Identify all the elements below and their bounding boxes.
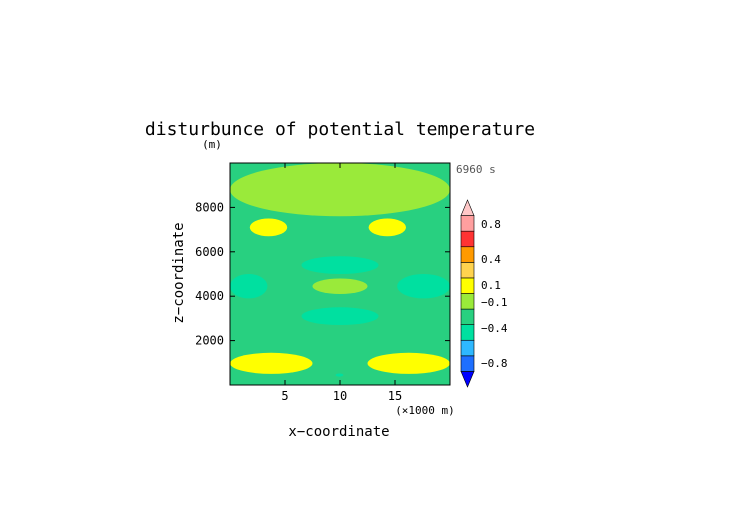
contour-cool-bottom-center xyxy=(335,373,344,377)
colorbar-band-11 xyxy=(460,199,475,216)
contour-cool-right-mid xyxy=(397,274,450,299)
colorbar-band-0 xyxy=(460,371,475,388)
colorbar-band-7 xyxy=(460,262,475,279)
plot-area xyxy=(229,162,451,386)
y-tick-label-1: 4000 xyxy=(195,289,224,303)
contour-warm-top-left xyxy=(249,218,288,237)
colorbar-band-8 xyxy=(460,246,475,263)
colorbar-label-5: −0.8 xyxy=(481,357,508,370)
y-tick-label-2: 6000 xyxy=(195,245,224,259)
y-unit-label: (m) xyxy=(202,138,222,151)
colorbar: 0.8 0.4 0.1 −0.1 −0.4 −0.8 xyxy=(460,199,508,388)
axis-ticks: 5 10 15 2000 4000 6000 8000 xyxy=(195,163,450,403)
contour-neutral-top-band xyxy=(230,163,450,217)
contour-cool-center-lower xyxy=(301,307,379,326)
time-label: 6960 s xyxy=(456,163,496,176)
contour-cool-center-upper xyxy=(301,256,379,274)
chart-title: disturbunce of potential temperature xyxy=(145,119,535,140)
colorbar-band-2 xyxy=(460,339,475,357)
contour-neutral-center xyxy=(312,278,368,294)
colorbar-label-2: 0.1 xyxy=(481,279,501,292)
colorbar-label-3: −0.1 xyxy=(481,296,508,309)
colorbar-label-1: 0.4 xyxy=(481,253,501,266)
colorbar-band-4 xyxy=(460,308,475,325)
y-axis-label: z−coordinate xyxy=(171,222,187,323)
contour-cool-left-mid xyxy=(230,274,268,299)
x-tick-label-1: 10 xyxy=(333,389,347,403)
contour-warm-bottom-right xyxy=(367,352,450,374)
y-tick-label-0: 2000 xyxy=(195,334,224,348)
x-unit-label: (×1000 m) xyxy=(395,404,455,417)
colorbar-band-10 xyxy=(460,215,475,232)
colorbar-band-1 xyxy=(460,355,475,372)
colorbar-label-4: −0.4 xyxy=(481,322,508,335)
x-axis-label: x−coordinate xyxy=(288,424,389,440)
colorbar-band-9 xyxy=(460,230,475,248)
x-tick-label-0: 5 xyxy=(281,389,288,403)
contour-field xyxy=(230,163,450,385)
x-tick-label-2: 15 xyxy=(388,389,402,403)
colorbar-band-5 xyxy=(460,293,475,310)
colorbar-label-0: 0.8 xyxy=(481,218,501,231)
y-tick-label-3: 8000 xyxy=(195,200,224,214)
colorbar-band-6 xyxy=(460,277,475,294)
contour-warm-bottom-left xyxy=(230,352,313,374)
colorbar-band-3 xyxy=(460,324,475,341)
contour-warm-top-right xyxy=(368,218,406,237)
